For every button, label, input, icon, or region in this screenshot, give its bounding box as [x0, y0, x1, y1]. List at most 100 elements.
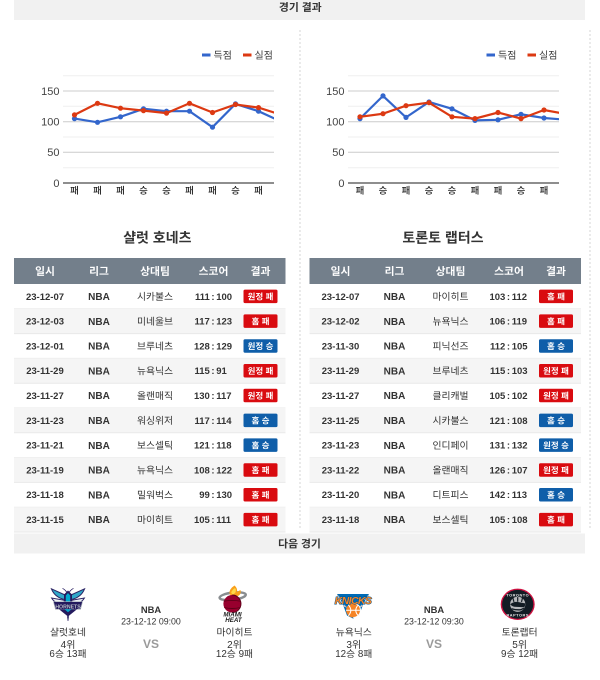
svg-text:HORNETS: HORNETS: [55, 604, 81, 610]
svg-text:117: 117: [194, 416, 209, 427]
svg-text:23-12-12 09:30: 23-12-12 09:30: [404, 617, 464, 627]
svg-text:NBA: NBA: [88, 490, 110, 501]
svg-text:108: 108: [512, 416, 528, 427]
svg-text::: :: [211, 391, 214, 402]
svg-text:0: 0: [338, 178, 344, 190]
svg-text:112: 112: [512, 292, 527, 303]
svg-text:130: 130: [194, 391, 210, 402]
svg-text::: :: [507, 391, 510, 402]
svg-text::: :: [507, 317, 510, 328]
svg-text:NBA: NBA: [384, 466, 406, 477]
svg-text:HEAT: HEAT: [225, 617, 243, 624]
svg-text:2: 2: [227, 640, 233, 651]
svg-text::: :: [507, 292, 510, 303]
svg-text:108: 108: [194, 465, 210, 476]
svg-text:4: 4: [61, 640, 67, 651]
svg-text::: :: [211, 317, 214, 328]
svg-text:NBA: NBA: [384, 515, 406, 526]
svg-text:NBA: NBA: [384, 441, 406, 452]
svg-text:100: 100: [41, 117, 59, 129]
svg-text:23-12-01: 23-12-01: [26, 341, 65, 352]
svg-text:NBA: NBA: [88, 391, 110, 402]
svg-text:23-11-15: 23-11-15: [26, 515, 64, 526]
svg-text:23-11-29: 23-11-29: [322, 366, 360, 377]
svg-text:23-12-02: 23-12-02: [321, 317, 359, 328]
svg-text::: :: [211, 366, 214, 377]
svg-text:12: 12: [216, 649, 227, 660]
svg-text:105: 105: [512, 341, 529, 352]
svg-text::: :: [211, 416, 214, 427]
svg-text:117: 117: [194, 317, 209, 328]
svg-text::: :: [211, 441, 214, 452]
svg-text:118: 118: [216, 441, 231, 452]
svg-text:150: 150: [326, 86, 344, 98]
svg-text:121: 121: [489, 416, 506, 427]
svg-text:50: 50: [332, 147, 344, 159]
svg-text::: :: [507, 341, 510, 352]
svg-text::: :: [507, 490, 510, 501]
svg-text:NBA: NBA: [88, 342, 110, 353]
svg-text:129: 129: [216, 341, 232, 352]
svg-text:6: 6: [49, 649, 55, 660]
svg-text:121: 121: [194, 441, 211, 452]
svg-text::: :: [211, 490, 214, 501]
svg-text:23-11-29: 23-11-29: [26, 366, 64, 377]
svg-text:142: 142: [489, 490, 505, 501]
svg-text:VS: VS: [143, 637, 159, 651]
svg-text::: :: [211, 465, 214, 476]
svg-text:NBA: NBA: [384, 342, 406, 353]
svg-text:3: 3: [346, 640, 352, 651]
svg-text:NBA: NBA: [384, 391, 406, 402]
svg-text:23-11-19: 23-11-19: [26, 465, 64, 476]
svg-text:23-11-27: 23-11-27: [322, 391, 360, 402]
svg-text:102: 102: [512, 391, 528, 402]
svg-text::: :: [211, 341, 214, 352]
svg-text:50: 50: [47, 147, 59, 159]
svg-text:NBA: NBA: [384, 292, 406, 303]
svg-text:NBA: NBA: [88, 317, 110, 328]
svg-text::: :: [211, 292, 214, 303]
svg-text:130: 130: [216, 490, 232, 501]
svg-text:122: 122: [216, 465, 232, 476]
svg-text:0: 0: [53, 178, 59, 190]
svg-text:NBA: NBA: [88, 515, 110, 526]
svg-text:23-11-18: 23-11-18: [26, 490, 64, 501]
svg-text:100: 100: [216, 292, 232, 303]
svg-text:NBA: NBA: [88, 366, 110, 377]
svg-text:23-11-22: 23-11-22: [322, 465, 360, 476]
svg-text:112: 112: [490, 341, 505, 352]
svg-text:MIAMI: MIAMI: [223, 612, 241, 619]
svg-text:23-11-23: 23-11-23: [322, 441, 360, 452]
svg-text:105: 105: [194, 515, 211, 526]
svg-text:NBA: NBA: [384, 317, 406, 328]
svg-text:NBA: NBA: [88, 292, 110, 303]
svg-text:23-11-25: 23-11-25: [322, 416, 360, 427]
svg-text:91: 91: [216, 366, 227, 377]
svg-text:103: 103: [512, 366, 528, 377]
svg-text:100: 100: [326, 117, 344, 129]
svg-text:TORONTO: TORONTO: [506, 593, 529, 598]
svg-text:23-11-21: 23-11-21: [26, 441, 64, 452]
svg-text:105: 105: [489, 391, 506, 402]
svg-text::: :: [507, 515, 510, 526]
svg-text:23-12-12 09:00: 23-12-12 09:00: [121, 617, 181, 627]
svg-text::: :: [211, 515, 214, 526]
svg-text:128: 128: [194, 341, 210, 352]
svg-text:115: 115: [194, 366, 210, 377]
svg-text::: :: [507, 366, 510, 377]
svg-text:9: 9: [239, 649, 244, 660]
svg-text:23-11-18: 23-11-18: [322, 515, 360, 526]
svg-text:131: 131: [489, 441, 506, 452]
svg-text:114: 114: [216, 416, 232, 427]
svg-text:150: 150: [41, 86, 59, 98]
svg-text:111: 111: [195, 292, 211, 303]
svg-text:119: 119: [512, 317, 527, 328]
svg-text:23-12-07: 23-12-07: [26, 292, 64, 303]
svg-text:NBA: NBA: [88, 466, 110, 477]
svg-text:12: 12: [518, 649, 529, 660]
svg-text:KNICKS: KNICKS: [335, 595, 372, 607]
svg-text:23-11-30: 23-11-30: [322, 341, 360, 352]
svg-text:23-11-20: 23-11-20: [322, 490, 360, 501]
svg-text:NBA: NBA: [384, 490, 406, 501]
svg-text:8: 8: [358, 649, 364, 660]
